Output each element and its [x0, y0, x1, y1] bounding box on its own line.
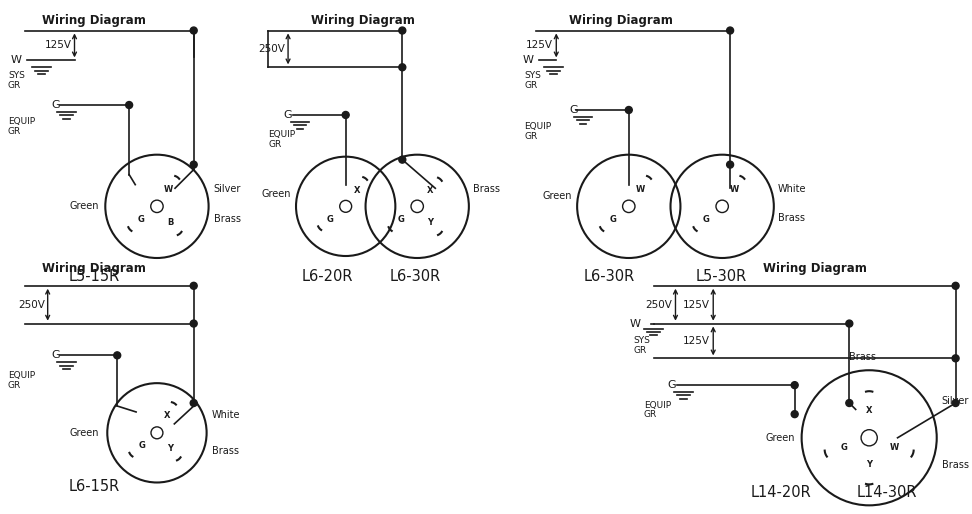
- Text: White: White: [212, 410, 240, 420]
- Text: L6-20R: L6-20R: [302, 269, 354, 284]
- Text: G: G: [668, 380, 677, 390]
- Text: Y: Y: [866, 461, 872, 469]
- Text: L5-30R: L5-30R: [696, 269, 746, 284]
- Text: SYS: SYS: [634, 336, 650, 345]
- Circle shape: [953, 355, 959, 362]
- Text: W: W: [11, 56, 21, 65]
- Text: Brass: Brass: [942, 460, 969, 470]
- Text: 250V: 250V: [645, 300, 673, 309]
- Text: G: G: [52, 100, 60, 110]
- Circle shape: [191, 399, 197, 407]
- Circle shape: [399, 27, 405, 34]
- Circle shape: [191, 27, 197, 34]
- Text: SYS: SYS: [525, 71, 541, 80]
- Text: 250V: 250V: [259, 44, 285, 54]
- Text: 125V: 125V: [45, 41, 72, 50]
- Circle shape: [727, 27, 734, 34]
- Text: GR: GR: [8, 381, 21, 390]
- Text: L14-30R: L14-30R: [856, 485, 918, 500]
- Text: Brass: Brass: [778, 213, 805, 223]
- Text: GR: GR: [8, 127, 21, 136]
- Text: G: G: [398, 215, 404, 224]
- Text: EQUIP: EQUIP: [8, 117, 35, 126]
- Circle shape: [191, 161, 197, 168]
- Text: EQUIP: EQUIP: [525, 122, 552, 132]
- Circle shape: [953, 399, 959, 407]
- Text: L14-20R: L14-20R: [750, 485, 812, 500]
- Text: G: G: [138, 441, 145, 450]
- Text: G: G: [703, 215, 710, 224]
- Text: Green: Green: [70, 201, 99, 211]
- Text: Green: Green: [70, 428, 99, 438]
- Text: GR: GR: [634, 346, 647, 355]
- Circle shape: [727, 161, 734, 168]
- Text: EQUIP: EQUIP: [8, 371, 35, 380]
- Circle shape: [342, 112, 349, 118]
- Text: G: G: [52, 351, 60, 360]
- Text: Silver: Silver: [942, 396, 969, 406]
- Text: Wiring Diagram: Wiring Diagram: [569, 14, 673, 27]
- Text: EQUIP: EQUIP: [268, 131, 295, 139]
- Circle shape: [846, 399, 852, 407]
- Text: Green: Green: [542, 191, 573, 201]
- Text: X: X: [866, 406, 873, 415]
- Text: EQUIP: EQUIP: [643, 400, 671, 410]
- Text: Green: Green: [261, 190, 291, 199]
- Text: Wiring Diagram: Wiring Diagram: [763, 262, 866, 275]
- Text: Wiring Diagram: Wiring Diagram: [43, 14, 147, 27]
- Circle shape: [791, 411, 798, 417]
- Text: X: X: [163, 411, 170, 420]
- Circle shape: [953, 282, 959, 289]
- Text: SYS: SYS: [8, 71, 25, 80]
- Text: W: W: [636, 185, 645, 194]
- Circle shape: [191, 320, 197, 327]
- Text: G: G: [327, 215, 334, 224]
- Text: W: W: [630, 319, 641, 328]
- Text: W: W: [164, 185, 173, 194]
- Text: X: X: [354, 186, 361, 195]
- Text: Brass: Brass: [849, 352, 876, 362]
- Text: Brass: Brass: [472, 185, 500, 194]
- Text: G: G: [138, 215, 145, 224]
- Text: GR: GR: [268, 140, 282, 149]
- Text: W: W: [522, 56, 534, 65]
- Text: W: W: [890, 443, 899, 451]
- Text: GR: GR: [8, 81, 21, 89]
- Text: Y: Y: [167, 444, 173, 452]
- Text: Green: Green: [765, 433, 795, 443]
- Text: G: G: [841, 443, 848, 451]
- Circle shape: [191, 282, 197, 289]
- Text: Brass: Brass: [212, 446, 238, 456]
- Circle shape: [846, 320, 852, 327]
- Text: Brass: Brass: [214, 214, 240, 224]
- Text: GR: GR: [643, 411, 657, 419]
- Text: 125V: 125V: [683, 336, 711, 346]
- Text: Wiring Diagram: Wiring Diagram: [43, 262, 147, 275]
- Text: Wiring Diagram: Wiring Diagram: [311, 14, 414, 27]
- Text: L6-30R: L6-30R: [390, 269, 441, 284]
- Text: W: W: [729, 185, 739, 194]
- Text: L6-15R: L6-15R: [69, 480, 120, 494]
- Circle shape: [625, 106, 632, 114]
- Text: Y: Y: [428, 217, 434, 227]
- Circle shape: [114, 352, 121, 359]
- Text: Silver: Silver: [214, 185, 241, 194]
- Text: White: White: [778, 185, 807, 194]
- Circle shape: [125, 102, 132, 108]
- Text: G: G: [609, 215, 616, 224]
- Text: G: G: [570, 105, 577, 115]
- Text: L5-15R: L5-15R: [69, 269, 120, 284]
- Circle shape: [791, 382, 798, 389]
- Text: GR: GR: [525, 132, 538, 141]
- Text: GR: GR: [525, 81, 538, 89]
- Text: X: X: [428, 186, 434, 195]
- Circle shape: [399, 64, 405, 71]
- Text: 125V: 125V: [683, 300, 711, 309]
- Text: 125V: 125V: [526, 41, 553, 50]
- Text: B: B: [167, 217, 173, 227]
- Text: 250V: 250V: [17, 300, 45, 309]
- Text: G: G: [283, 110, 292, 120]
- Circle shape: [399, 156, 405, 163]
- Text: L6-30R: L6-30R: [583, 269, 635, 284]
